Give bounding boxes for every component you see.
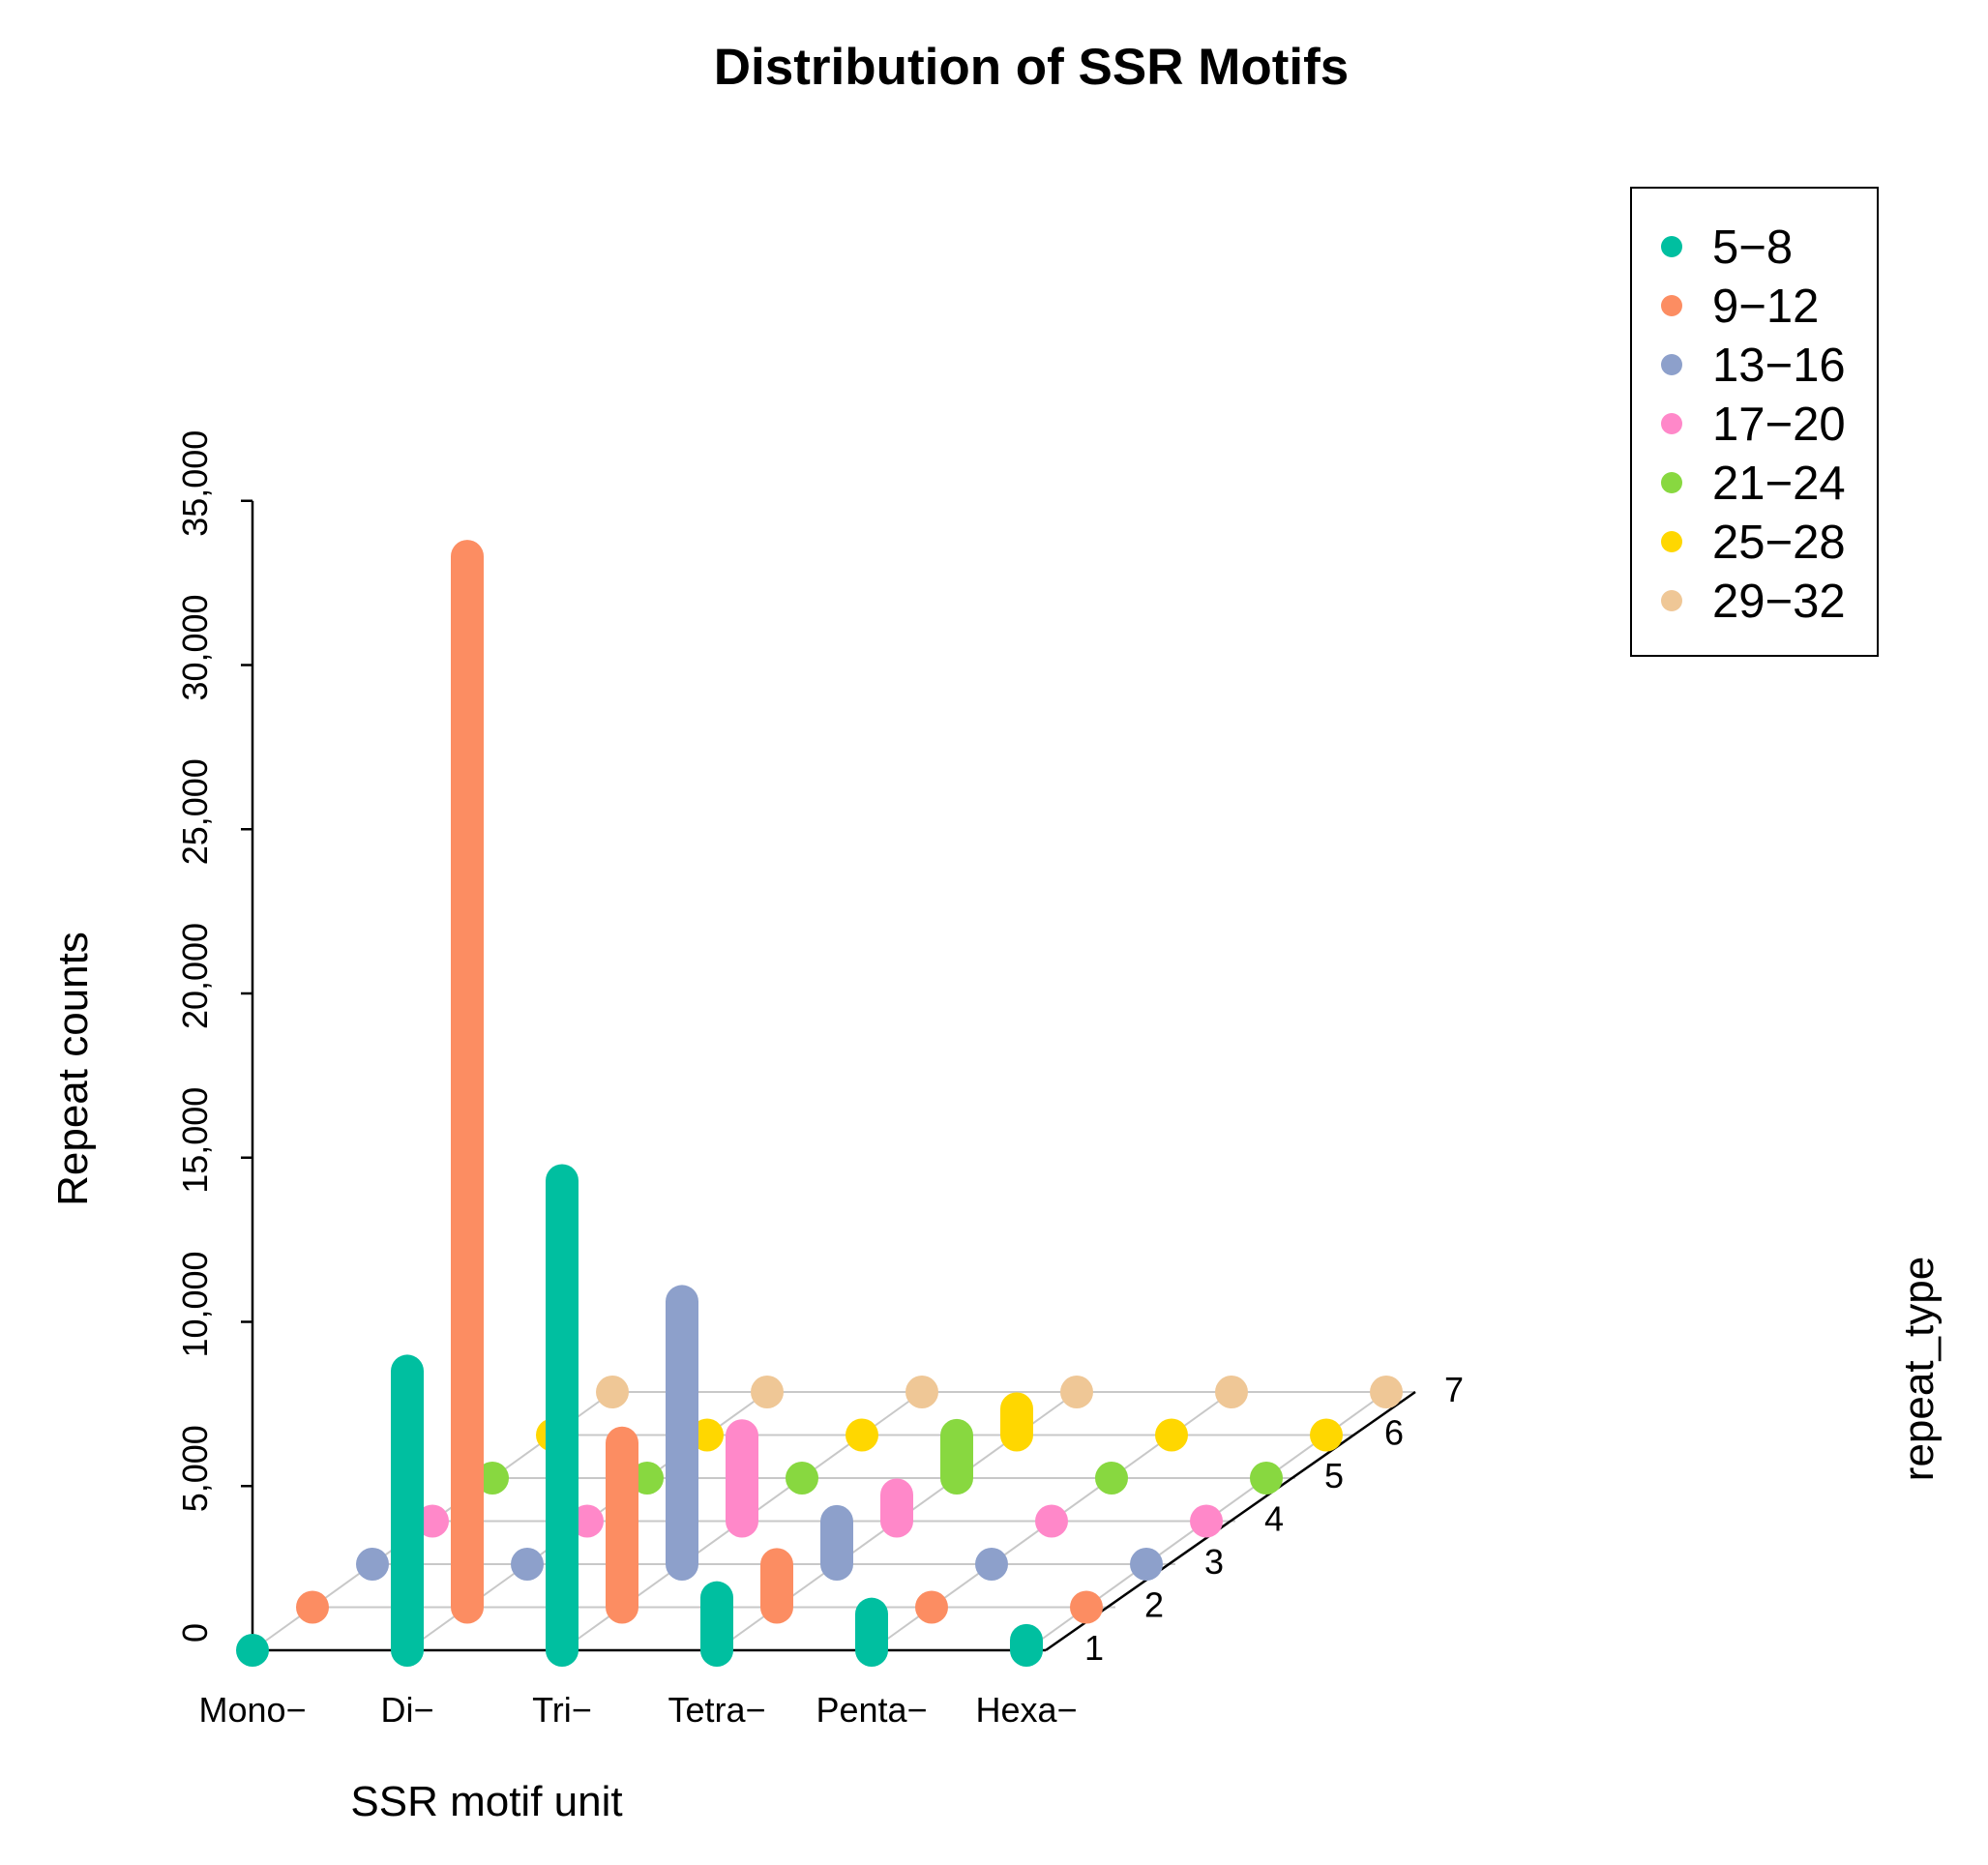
y-tick-label: 0 xyxy=(175,1623,215,1643)
axes xyxy=(251,500,1416,1652)
bar-marks xyxy=(236,540,1403,1667)
x-tick-label: Hexa− xyxy=(975,1690,1077,1730)
y-axis-label: Repeat counts xyxy=(49,932,97,1206)
depth-tick-label: 1 xyxy=(1084,1628,1104,1668)
legend-marker xyxy=(1661,531,1682,552)
depth-tick-label: 4 xyxy=(1264,1499,1284,1539)
x-tick-label: Mono− xyxy=(198,1690,306,1730)
legend-marker xyxy=(1661,472,1682,493)
y-tick-label: 20,000 xyxy=(175,923,215,1029)
y-tick-label: 10,000 xyxy=(175,1251,215,1357)
x-tick-label: Tetra− xyxy=(668,1690,765,1730)
depth-tick-label: 3 xyxy=(1204,1542,1224,1582)
y-axis-ticks: 0 5,000 10,000 15,000 20,000 25,000 30,000 35,0… xyxy=(175,430,252,1652)
y-tick-label: 35,000 xyxy=(175,430,215,537)
legend-label: 17−20 xyxy=(1712,399,1846,451)
legend-label: 21−24 xyxy=(1712,458,1846,510)
depth-axis-line xyxy=(1045,1390,1416,1652)
legend-label: 5−8 xyxy=(1712,222,1793,274)
chart-title: Distribution of SSR Motifs xyxy=(714,39,1350,96)
z-axis-label: repeat_type xyxy=(1895,1257,1943,1481)
x-tick-label: Di− xyxy=(380,1690,433,1730)
depth-tick-label: 2 xyxy=(1144,1585,1164,1625)
legend-label: 9−12 xyxy=(1712,281,1819,333)
legend-marker xyxy=(1661,295,1682,316)
x-tick-label: Penta− xyxy=(816,1690,927,1730)
x-axis-ticks: Mono− Di− Tri− Tetra− Penta− Hexa− xyxy=(198,1690,1077,1730)
legend-marker xyxy=(1661,354,1682,375)
legend-label: 25−28 xyxy=(1712,517,1846,569)
depth-tick-label: 5 xyxy=(1324,1456,1344,1495)
y-tick-label: 15,000 xyxy=(175,1087,215,1194)
legend-marker xyxy=(1661,413,1682,434)
legend-marker xyxy=(1661,590,1682,611)
y-tick-label: 25,000 xyxy=(175,758,215,865)
depth-tick-label: 6 xyxy=(1384,1413,1404,1453)
legend-label: 13−16 xyxy=(1712,340,1846,392)
y-tick-label: 30,000 xyxy=(175,594,215,700)
legend-label: 29−32 xyxy=(1712,576,1846,628)
x-tick-label: Tri− xyxy=(532,1690,592,1730)
legend: 5−8 9−12 13−16 17−20 21−24 25−28 29−32 xyxy=(1630,187,1879,657)
legend-marker xyxy=(1661,236,1682,257)
x-axis-label: SSR motif unit xyxy=(350,1778,622,1825)
y-tick-label: 5,000 xyxy=(175,1425,215,1512)
depth-tick-label: 7 xyxy=(1444,1370,1464,1409)
